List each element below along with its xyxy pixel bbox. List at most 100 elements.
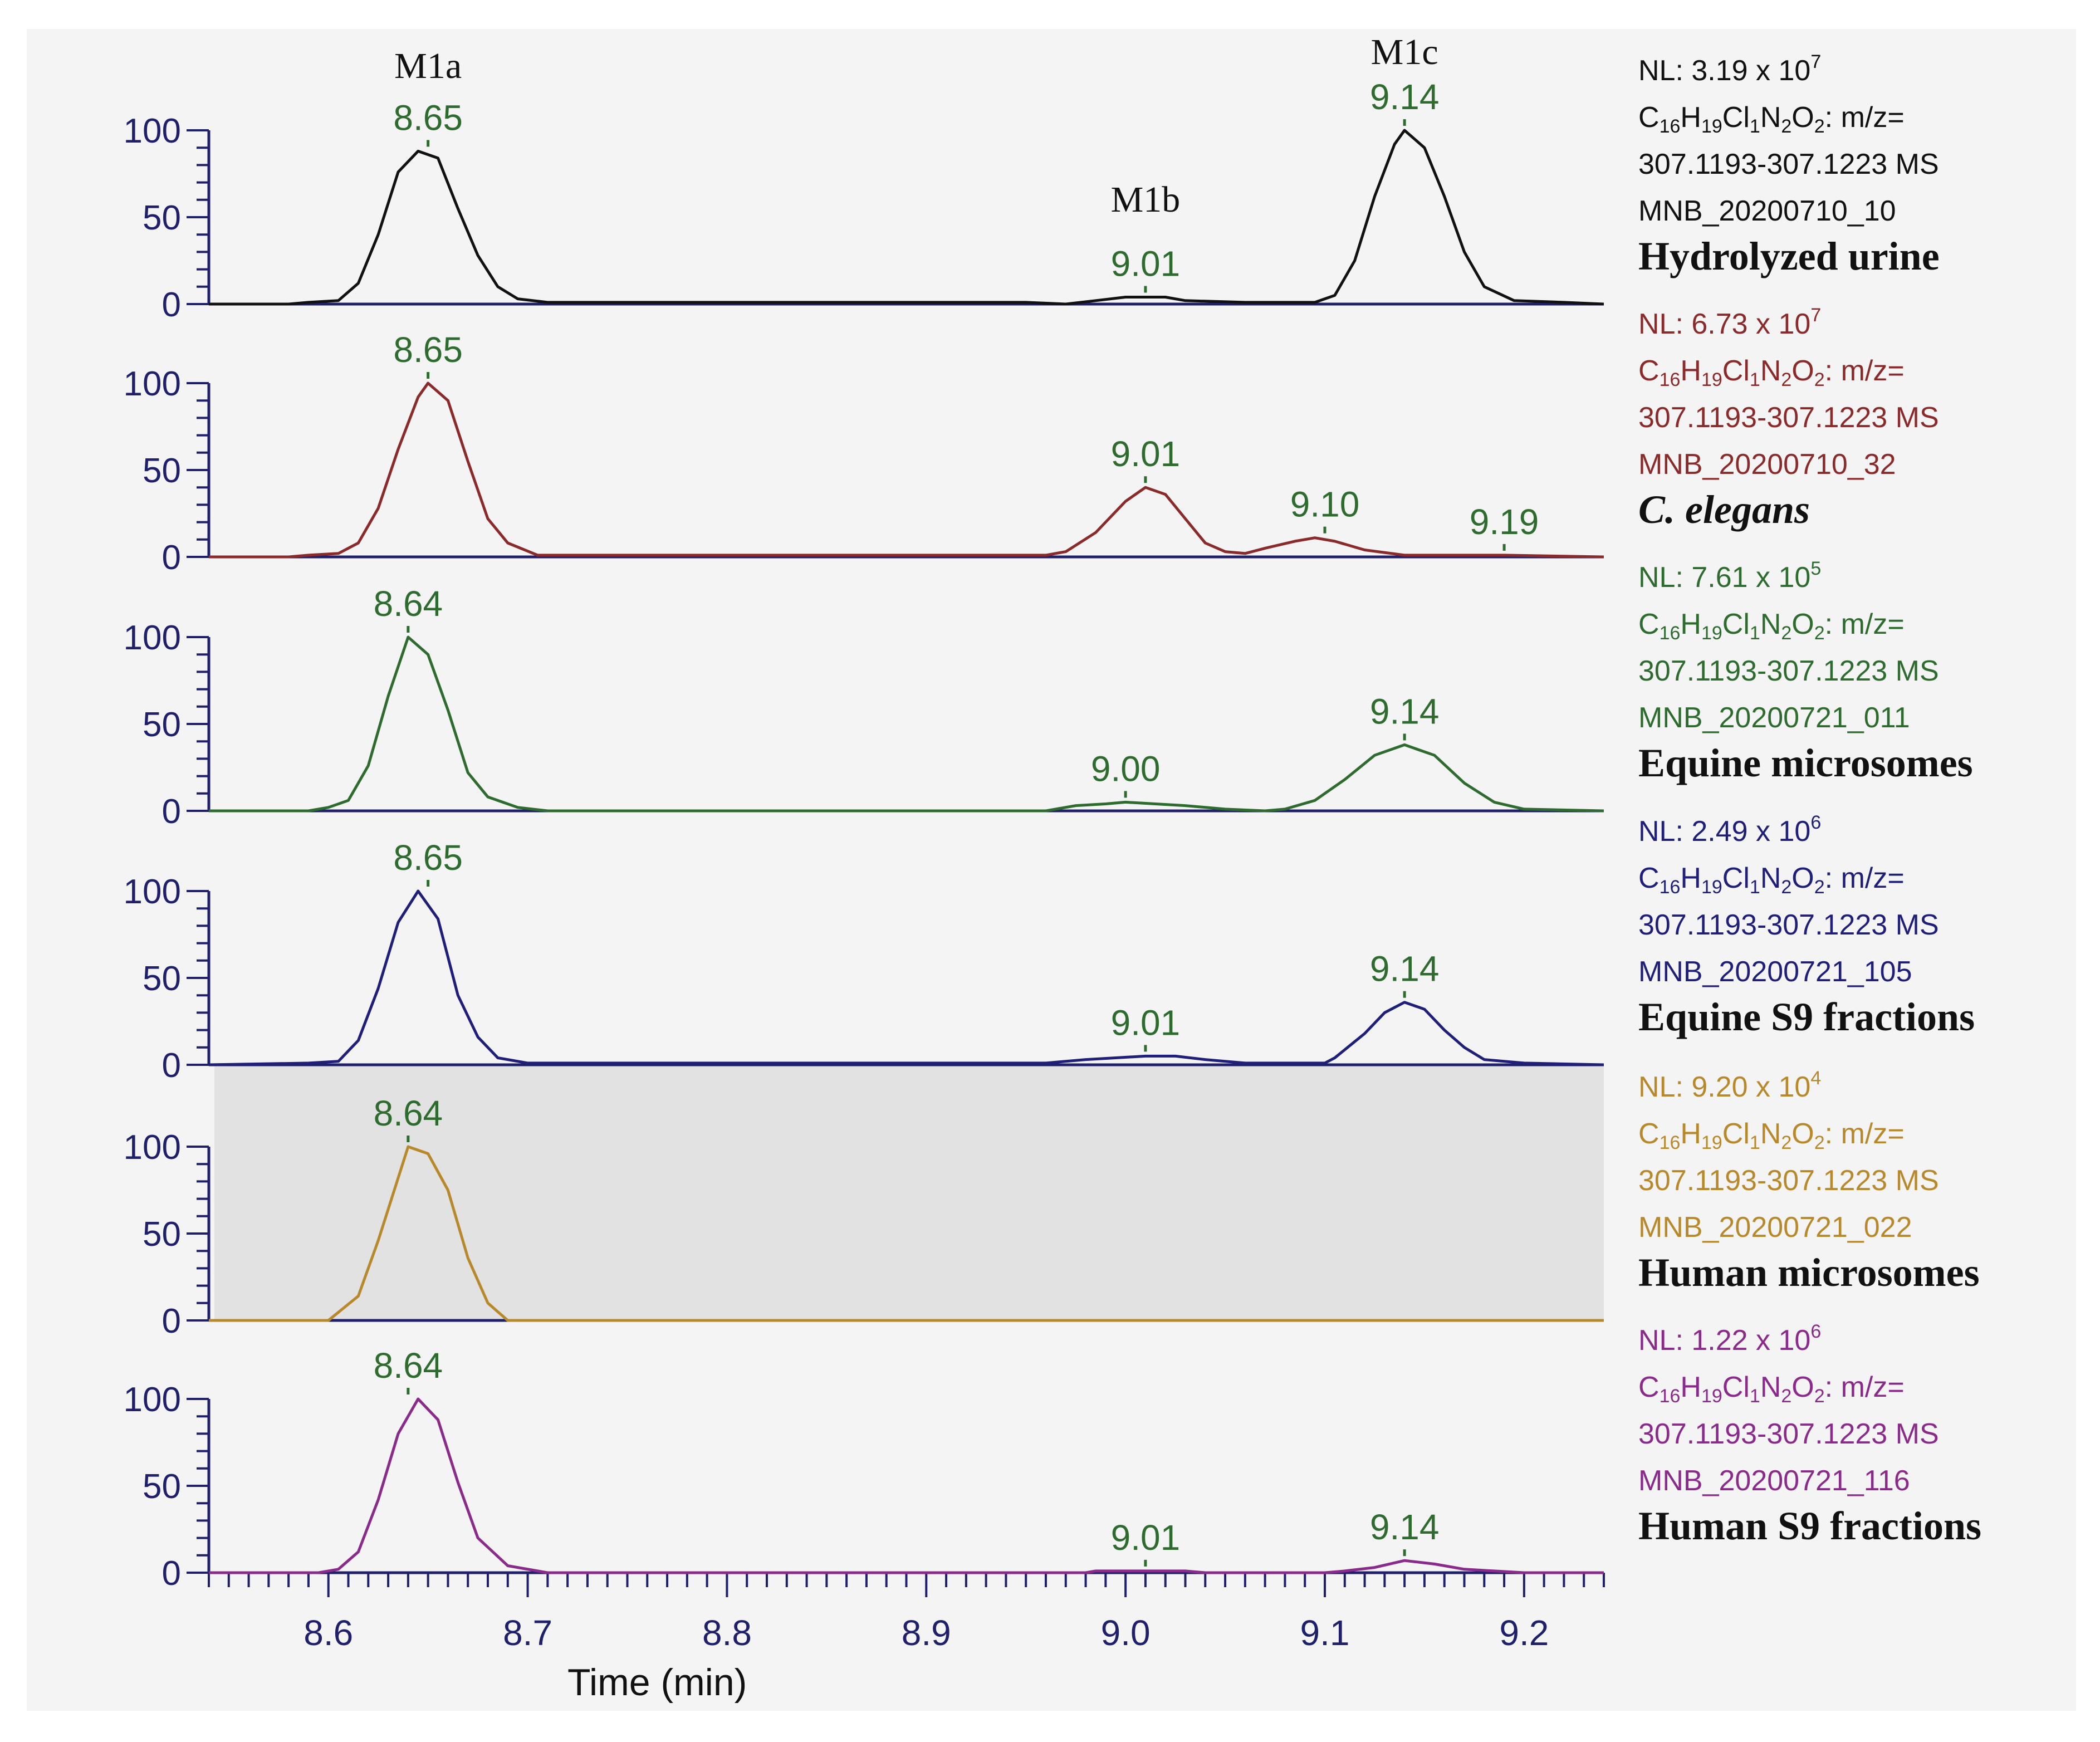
peak-label: 9.14 bbox=[1370, 691, 1440, 731]
mz-range: 307.1193-307.1223 MS bbox=[1638, 1418, 1939, 1450]
formula-subscript: 2 bbox=[1781, 369, 1792, 390]
peak-label: 8.65 bbox=[393, 97, 463, 138]
formula-line: C16H19Cl1N2O2: m/z= bbox=[1638, 348, 1939, 394]
formula-part: : m/z= bbox=[1824, 1371, 1905, 1403]
formula-subscript: 19 bbox=[1701, 116, 1722, 137]
plot-background bbox=[27, 29, 2076, 1711]
y-tick-label: 100 bbox=[124, 619, 181, 657]
y-tick-label: 100 bbox=[124, 873, 181, 911]
metabolite-label: M1c bbox=[1371, 32, 1438, 72]
chromatogram-trace bbox=[209, 129, 1604, 306]
formula-subscript: 19 bbox=[1701, 623, 1722, 644]
formula-subscript: 1 bbox=[1749, 369, 1760, 390]
formula-subscript: 19 bbox=[1701, 877, 1722, 898]
formula-subscript: 2 bbox=[1781, 623, 1792, 644]
y-tick-label: 50 bbox=[143, 199, 181, 237]
sample-name: Human microsomes bbox=[1638, 1250, 1980, 1295]
formula-subscript: 2 bbox=[1814, 1386, 1825, 1407]
y-tick-label: 100 bbox=[124, 1128, 181, 1167]
mz-range: 307.1193-307.1223 MS bbox=[1638, 1164, 1939, 1197]
formula-subscript: 2 bbox=[1814, 116, 1825, 137]
nl-mantissa: 7.61 x 10 bbox=[1691, 561, 1811, 594]
file-name: MNB_20200721_105 bbox=[1638, 956, 1912, 988]
y-tick-label: 0 bbox=[162, 1554, 181, 1593]
peak-label: 8.64 bbox=[374, 584, 443, 624]
y-tick-label: 0 bbox=[162, 1046, 181, 1085]
y-tick-label: 0 bbox=[162, 286, 181, 324]
y-tick-label: 100 bbox=[124, 112, 181, 150]
formula-part: : m/z= bbox=[1824, 1118, 1905, 1150]
formula-part: Cl bbox=[1722, 608, 1750, 640]
mz-range: 307.1193-307.1223 MS bbox=[1638, 655, 1939, 687]
formula-part: C bbox=[1638, 355, 1660, 387]
file-name: MNB_20200721_011 bbox=[1638, 702, 1910, 734]
x-tick-label: 8.6 bbox=[304, 1613, 353, 1653]
formula-subscript: 16 bbox=[1659, 1386, 1681, 1407]
x-tick-label: 8.9 bbox=[902, 1613, 951, 1653]
formula-subscript: 1 bbox=[1749, 623, 1760, 644]
chromatogram-trace bbox=[209, 1397, 1604, 1574]
formula-part: Cl bbox=[1722, 101, 1750, 134]
peak-label: 9.01 bbox=[1111, 1518, 1181, 1558]
peak-label: 9.14 bbox=[1370, 77, 1440, 117]
nl-label: NL: bbox=[1638, 815, 1683, 848]
nl-line: NL: 2.49 x 106 bbox=[1638, 808, 1975, 855]
y-tick-label: 100 bbox=[124, 1381, 181, 1419]
nl-exponent: 7 bbox=[1810, 51, 1822, 72]
chromatogram-trace bbox=[208, 889, 1604, 1066]
formula-subscript: 16 bbox=[1659, 1132, 1681, 1153]
y-tick-label: 0 bbox=[162, 792, 181, 831]
sample-name: Equine microsomes bbox=[1638, 741, 1973, 785]
nl-line: NL: 7.61 x 105 bbox=[1638, 554, 1973, 601]
formula-part: N bbox=[1760, 1371, 1781, 1403]
peak-label: 9.00 bbox=[1091, 748, 1161, 789]
formula-part: N bbox=[1760, 862, 1781, 894]
metabolite-label: M1b bbox=[1111, 179, 1181, 220]
y-tick-label: 50 bbox=[143, 1467, 181, 1506]
mz-range: 307.1193-307.1223 MS bbox=[1638, 909, 1939, 941]
formula-part: C bbox=[1638, 862, 1660, 894]
formula-subscript: 16 bbox=[1659, 369, 1681, 390]
nl-line: NL: 6.73 x 107 bbox=[1638, 301, 1939, 348]
peak-label: 9.19 bbox=[1470, 502, 1539, 542]
nl-label: NL: bbox=[1638, 1324, 1683, 1357]
formula-part: C bbox=[1638, 101, 1660, 134]
formula-line: C16H19Cl1N2O2: m/z= bbox=[1638, 94, 1940, 141]
formula-part: Cl bbox=[1722, 1118, 1750, 1150]
formula-part: O bbox=[1791, 355, 1814, 387]
mz-range: 307.1193-307.1223 MS bbox=[1638, 402, 1939, 434]
nl-line: NL: 9.20 x 104 bbox=[1638, 1064, 1980, 1110]
nl-exponent: 4 bbox=[1810, 1068, 1822, 1089]
formula-part: : m/z= bbox=[1824, 101, 1905, 134]
formula-part: : m/z= bbox=[1824, 608, 1905, 640]
formula-subscript: 19 bbox=[1701, 369, 1722, 390]
formula-subscript: 2 bbox=[1814, 623, 1825, 644]
formula-subscript: 16 bbox=[1659, 116, 1681, 137]
trace-annotation: NL: 3.19 x 107 C16H19Cl1N2O2: m/z= 307.119… bbox=[1638, 47, 1940, 281]
formula-subscript: 19 bbox=[1701, 1386, 1722, 1407]
trace-annotation: NL: 6.73 x 107 C16H19Cl1N2O2: m/z= 307.119… bbox=[1638, 301, 1939, 535]
formula-part: : m/z= bbox=[1824, 355, 1905, 387]
formula-subscript: 19 bbox=[1701, 1132, 1722, 1153]
nl-label: NL: bbox=[1638, 55, 1683, 87]
formula-line: C16H19Cl1N2O2: m/z= bbox=[1638, 1364, 1981, 1411]
nl-mantissa: 6.73 x 10 bbox=[1691, 308, 1811, 340]
peak-label: 8.64 bbox=[374, 1345, 443, 1386]
nl-exponent: 5 bbox=[1810, 558, 1822, 579]
x-tick-label: 9.0 bbox=[1101, 1613, 1151, 1653]
formula-part: Cl bbox=[1722, 862, 1750, 894]
formula-part: H bbox=[1680, 1118, 1701, 1150]
peak-label: 9.14 bbox=[1370, 949, 1440, 989]
formula-part: N bbox=[1760, 101, 1781, 134]
formula-subscript: 2 bbox=[1814, 1132, 1825, 1153]
nl-mantissa: 3.19 x 10 bbox=[1691, 55, 1811, 87]
trace-annotation: NL: 1.22 x 106 C16H19Cl1N2O2: m/z= 307.119… bbox=[1638, 1317, 1981, 1551]
file-name: MNB_20200710_10 bbox=[1638, 195, 1896, 227]
file-name: MNB_20200710_32 bbox=[1638, 448, 1896, 481]
y-tick-label: 100 bbox=[124, 365, 181, 403]
sample-name: Hydrolyzed urine bbox=[1638, 234, 1940, 278]
peak-label: 8.64 bbox=[374, 1093, 443, 1133]
formula-part: H bbox=[1680, 862, 1701, 894]
